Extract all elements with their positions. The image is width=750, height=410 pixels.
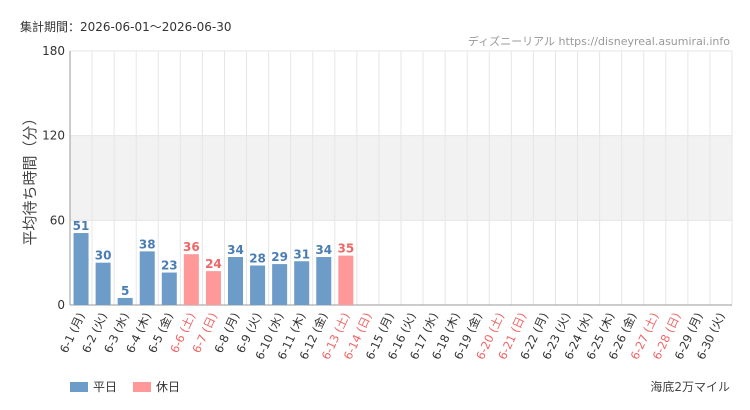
bar xyxy=(272,264,288,305)
bar xyxy=(227,257,244,305)
period-label: 集計期間：2026-06-01〜2026-06-30 xyxy=(20,20,232,34)
bar-value-label: 51 xyxy=(73,219,90,233)
bar-value-label: 31 xyxy=(293,247,310,261)
legend-item-holiday[interactable]: 休日 xyxy=(133,378,180,395)
bar-value-label: 28 xyxy=(249,251,266,265)
bar xyxy=(139,251,155,305)
y-tick-label: 120 xyxy=(42,129,65,143)
bar xyxy=(250,265,266,305)
bar xyxy=(95,262,111,305)
legend-item-weekday[interactable]: 平日 xyxy=(70,378,117,395)
legend-swatch-weekday xyxy=(70,381,88,392)
bar xyxy=(73,233,89,305)
bar xyxy=(205,271,221,305)
legend-label-weekday: 平日 xyxy=(93,380,118,394)
bar-value-label: 30 xyxy=(95,249,112,263)
bar-value-label: 29 xyxy=(271,250,288,264)
source-credit: ディズニーリアル https://disneyreal.asumirai.inf… xyxy=(467,35,730,48)
bar-value-label: 34 xyxy=(227,243,244,257)
bar-value-label: 23 xyxy=(161,259,178,273)
bar xyxy=(183,254,199,305)
bar-value-label: 36 xyxy=(183,240,200,254)
legend-swatch-holiday xyxy=(133,381,152,392)
bar xyxy=(161,272,177,305)
y-axis-label: 平均待ち時間（分） xyxy=(21,110,39,245)
bar-value-label: 34 xyxy=(315,243,332,257)
bar xyxy=(294,261,310,305)
y-tick-label: 60 xyxy=(50,213,65,227)
y-tick-label: 180 xyxy=(42,44,65,58)
bar-value-label: 24 xyxy=(205,257,222,271)
bar-value-label: 35 xyxy=(337,242,354,256)
legend: 平日 休日 xyxy=(70,378,196,395)
bar xyxy=(316,257,332,305)
bar xyxy=(117,297,133,305)
bar-value-label: 38 xyxy=(139,237,156,251)
legend-label-holiday: 休日 xyxy=(156,380,181,394)
y-tick-label: 0 xyxy=(57,298,65,312)
bar xyxy=(338,255,354,305)
bar-value-label: 5 xyxy=(121,284,129,298)
attraction-name: 海底2万マイル xyxy=(650,380,730,394)
